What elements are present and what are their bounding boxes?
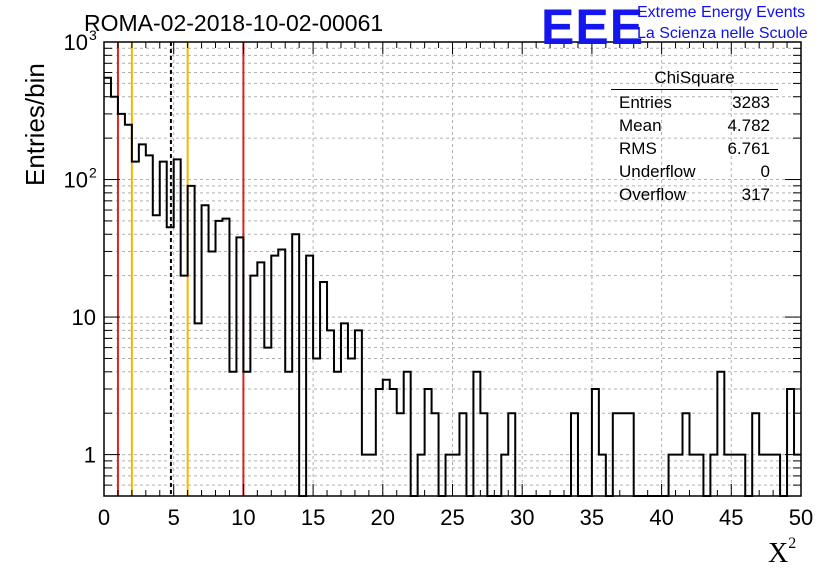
stats-row-overflow: Overflow 317 [611,183,778,206]
stats-label: Overflow [619,185,687,204]
x-axis-label-text: X [768,538,789,569]
x-tick-label: 15 [301,505,325,530]
x-tick-label: 5 [168,505,180,530]
y-tick-label-exponent: 3 [89,27,97,43]
brand-line-2: La Scienza nelle Scuole [637,25,808,42]
x-tick-label: 35 [580,505,604,530]
x-tick-label: 50 [789,505,813,530]
grid-lines [104,42,801,496]
y-tick-label: 10 [72,305,96,330]
stats-label: Entries [619,93,672,112]
stats-box: ChiSquare Entries 3283 Mean 4.782 RMS 6.… [611,68,778,206]
y-tick-label-exponent: 2 [89,165,97,181]
stats-row-underflow: Underflow 0 [611,160,778,183]
y-tick-label: 10 [64,30,88,55]
brand-line-1: Extreme Energy Events [637,4,806,21]
y-axis-label: Entries/bin [20,63,50,186]
x-tick-label: 10 [231,505,255,530]
x-tick-label: 25 [440,505,464,530]
stats-row-rms: RMS 6.761 [611,137,778,160]
stats-value: 3283 [732,93,770,112]
x-tick-label: 40 [649,505,673,530]
stats-value: 317 [741,185,770,204]
stats-row-mean: Mean 4.782 [611,114,778,137]
eee-logo: EEE [541,0,645,55]
x-axis-label: X2 [768,534,797,570]
y-tick-label: 10 [64,168,88,193]
stats-label: RMS [619,139,657,158]
stats-value: 6.761 [727,139,770,158]
stats-label: Mean [619,116,662,135]
x-tick-label: 30 [510,505,534,530]
x-axis-label-superscript: 2 [788,534,797,552]
stats-row-entries: Entries 3283 [611,91,778,114]
run-title: ROMA-02-2018-10-02-00061 [84,10,384,36]
stats-value: 4.782 [727,116,770,135]
x-tick-label: 20 [371,505,395,530]
stats-label: Underflow [619,162,696,181]
stats-title: ChiSquare [611,68,778,90]
y-tick-label: 1 [84,443,96,468]
x-tick-label: 45 [719,505,743,530]
x-tick-label: 0 [98,505,110,530]
stats-value: 0 [760,162,770,181]
